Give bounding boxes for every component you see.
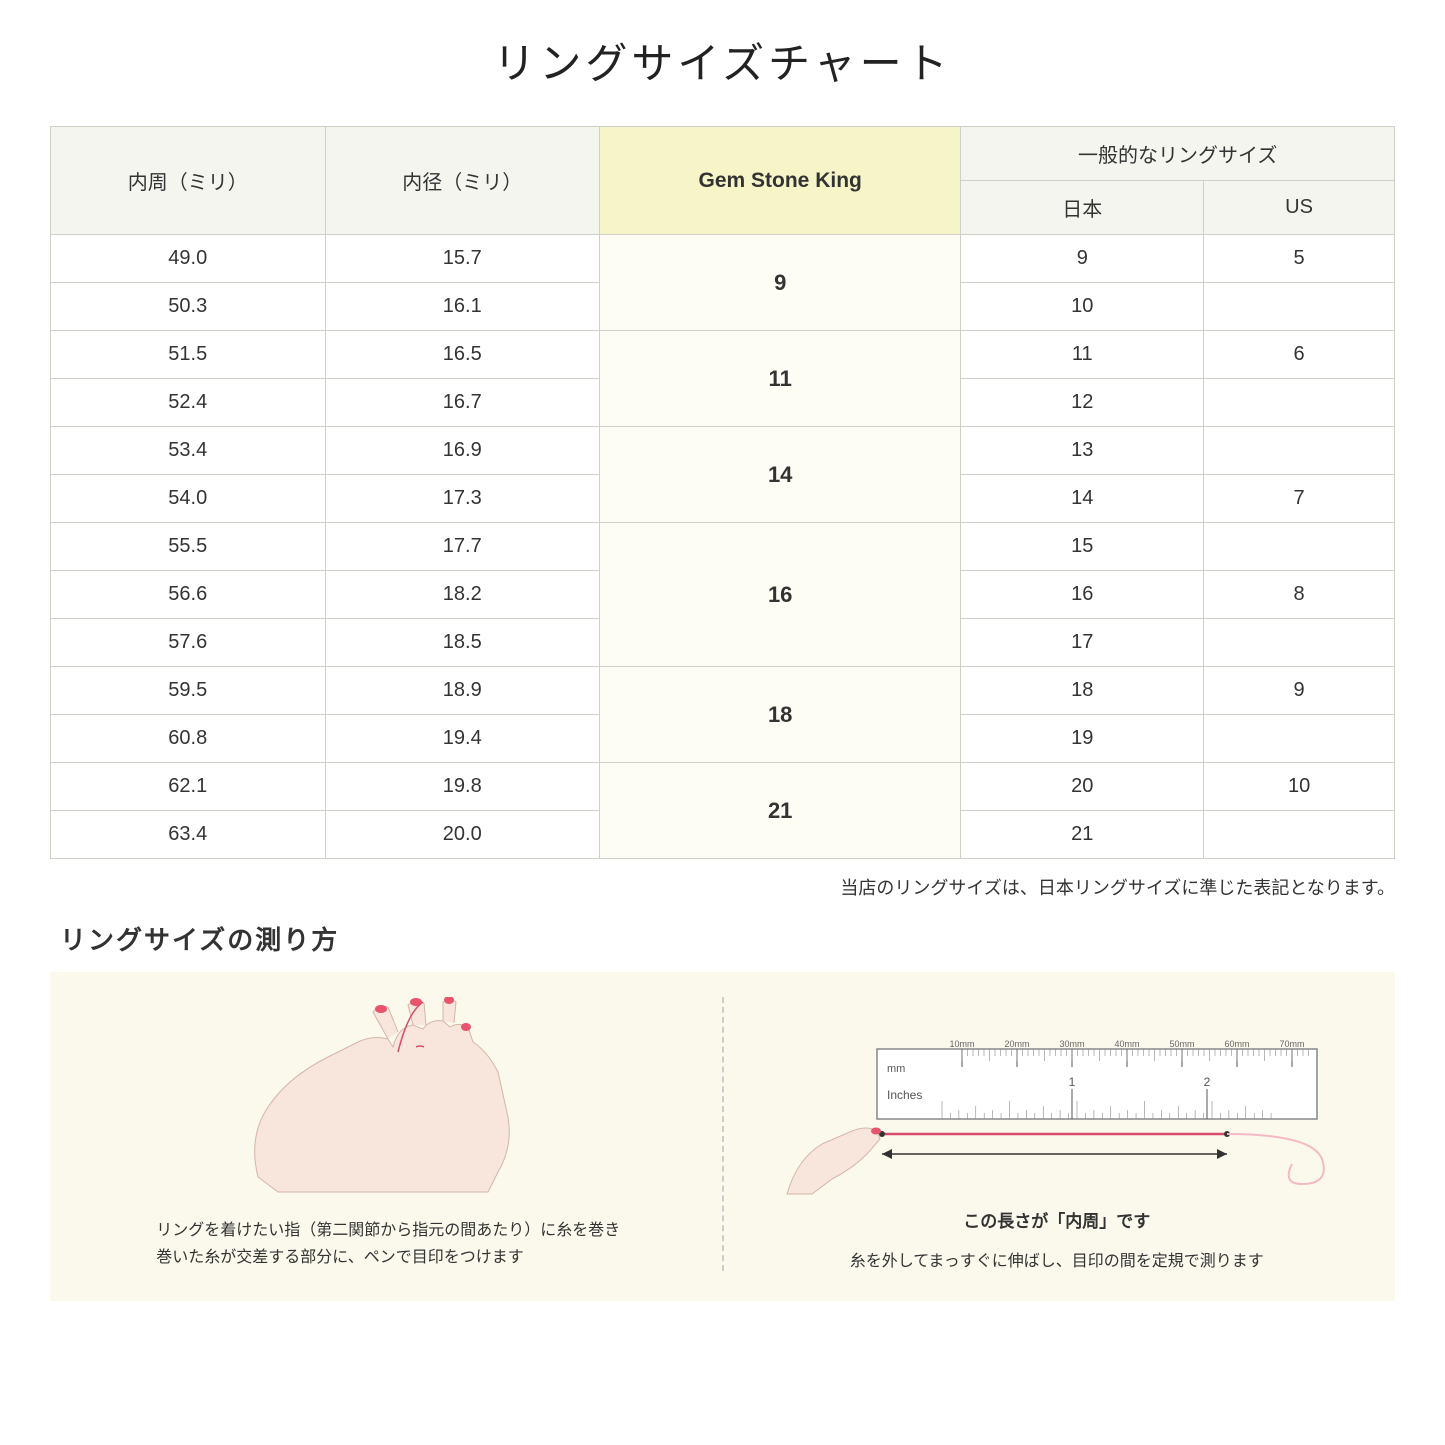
svg-text:70mm: 70mm [1279,1039,1304,1049]
step1: リングを着けたい指（第二関節から指元の間あたり）に糸を巻き 巻いた糸が交差する部… [70,997,707,1271]
table-row: 51.516.511116 [51,331,1395,379]
svg-text:30mm: 30mm [1059,1039,1084,1049]
howto-panel: リングを着けたい指（第二関節から指元の間あたり）に糸を巻き 巻いた糸が交差する部… [50,972,1395,1301]
hand-wrap-illustration [198,997,578,1197]
table-row: 55.517.71615 [51,523,1395,571]
header-diameter: 内径（ミリ） [325,127,600,235]
table-note: 当店のリングサイズは、日本リングサイズに準じた表記となります。 [50,874,1395,900]
header-us: US [1204,181,1395,235]
step1-caption: リングを着けたい指（第二関節から指元の間あたり）に糸を巻き 巻いた糸が交差する部… [156,1217,620,1271]
step2: 10mm 20mm 30mm 40mm 50mm 60mm 70mm 1 2 mm Inches… [739,997,1376,1271]
svg-text:1: 1 [1068,1075,1075,1089]
measure-label: この長さが「内周」です [963,1207,1150,1232]
table-row: 62.119.8212010 [51,763,1395,811]
step-divider [722,997,724,1271]
svg-text:Inches: Inches [887,1088,922,1102]
svg-text:40mm: 40mm [1114,1039,1139,1049]
svg-text:10mm: 10mm [949,1039,974,1049]
table-row: 59.518.918189 [51,667,1395,715]
header-gsk: Gem Stone King [600,127,961,235]
header-circumference: 内周（ミリ） [51,127,326,235]
size-chart-table: 内周（ミリ） 内径（ミリ） Gem Stone King 一般的なリングサイズ … [50,126,1395,859]
svg-text:60mm: 60mm [1224,1039,1249,1049]
table-row: 49.015.7995 [51,235,1395,283]
page-title: リングサイズチャート [50,30,1395,91]
header-general: 一般的なリングサイズ [961,127,1395,181]
svg-text:mm: mm [887,1063,905,1075]
svg-text:50mm: 50mm [1169,1039,1194,1049]
table-row: 53.416.91413 [51,427,1395,475]
svg-text:20mm: 20mm [1004,1039,1029,1049]
howto-title: リングサイズの測り方 [60,920,1395,957]
header-japan: 日本 [961,181,1204,235]
ruler-illustration: 10mm 20mm 30mm 40mm 50mm 60mm 70mm 1 2 mm Inches [782,1039,1332,1199]
step2-caption: 糸を外してまっすぐに伸ばし、目印の間を定規で測ります [850,1247,1264,1271]
svg-text:2: 2 [1203,1075,1210,1089]
